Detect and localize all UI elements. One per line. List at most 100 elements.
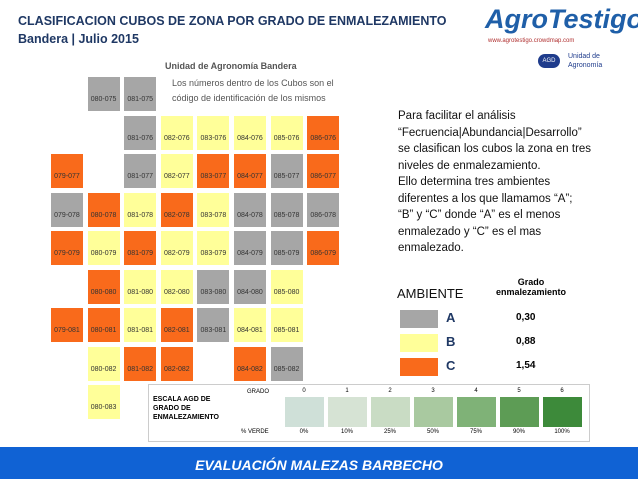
scale-percent: 10% xyxy=(340,429,353,435)
map-title: Unidad de Agronomía Bandera xyxy=(165,61,297,71)
map-cell: 079-077 xyxy=(50,153,84,189)
map-cell: 083-078 xyxy=(196,191,231,228)
map-cell: 081-081 xyxy=(123,307,158,343)
scale-title-1: ESCALA AGD DE xyxy=(153,396,211,403)
map-cell: 079-078 xyxy=(50,191,84,228)
scale-percent: 0% xyxy=(299,429,309,435)
scale-panel xyxy=(328,397,367,427)
scale-grade: 4 xyxy=(474,388,478,394)
badge: AGD xyxy=(538,54,560,68)
scale-grade: 1 xyxy=(345,388,349,394)
scale-grade: 2 xyxy=(388,388,392,394)
map: 080-075 081-075 081-076 082-076 083-076 084-0… xyxy=(50,76,341,420)
map-cell: 085-081 xyxy=(269,307,304,343)
map-cell: 085-079 xyxy=(269,230,304,266)
description: Para facilitar el análisis “Fecruencia|Ab… xyxy=(398,108,591,257)
legend-value: 0,88 xyxy=(516,336,536,347)
description-line: “Fecruencia|Abundancia|Desarrollo” xyxy=(398,126,582,139)
map-cell: 084-078 xyxy=(233,191,267,228)
subtitle: Bandera | Julio 2015 xyxy=(18,32,139,46)
map-cell: 082-080 xyxy=(159,268,194,305)
scale-panel xyxy=(457,397,496,427)
map-cell: 084-081 xyxy=(233,307,267,343)
map-cell: 084-076 xyxy=(233,114,267,151)
title: CLASIFICACION CUBOS DE ZONA POR GRADO DE… xyxy=(18,14,447,28)
map-cell: 085-080 xyxy=(269,268,304,305)
scale-title-2: GRADO DE xyxy=(153,405,191,412)
unit-2: Agronomía xyxy=(568,62,603,69)
legend-label: C xyxy=(446,358,456,373)
map-cell: 081-075 xyxy=(123,76,158,112)
map-cell: 080-079 xyxy=(86,230,121,266)
legend-value: 1,54 xyxy=(516,360,536,371)
map-cell: 082-078 xyxy=(159,191,194,228)
map-cell: 086-079 xyxy=(306,230,341,266)
map-cell: 082-077 xyxy=(159,153,194,189)
logo-url: www.agrotestigo.crowdmap.com xyxy=(488,38,575,44)
description-line: se clasifican los cubos la zona en tres xyxy=(398,143,592,155)
map-cell: 082-081 xyxy=(159,307,194,343)
map-cell: 084-080 xyxy=(233,268,267,305)
map-cell: 084-082 xyxy=(233,345,267,382)
unit-1: Unidad de xyxy=(568,53,600,60)
scale-percent: 100% xyxy=(554,429,570,435)
description-line: “B” y “C” donde “A” es el menos xyxy=(398,209,561,221)
legend-grado-1: Grado xyxy=(517,277,545,287)
map-note-1: Los números dentro de los Cubos son el xyxy=(172,78,334,88)
scale-grade: 6 xyxy=(560,388,564,394)
map-cell: 082-076 xyxy=(159,114,194,151)
legend-grado-2: enmalezamiento xyxy=(495,287,567,297)
map-cell: 081-082 xyxy=(123,345,158,382)
map-cell: 083-081 xyxy=(196,307,231,343)
footer: EVALUACIÓN MALEZAS BARBECHO xyxy=(0,447,638,479)
legend-grado: Grado enmalezamiento xyxy=(486,277,576,297)
description-line: Ello determina tres ambientes xyxy=(398,176,551,188)
scale-grade: 3 xyxy=(431,388,435,394)
map-cell: 083-076 xyxy=(196,114,231,151)
scale-percent: 90% xyxy=(512,429,525,435)
map-cell: 081-076 xyxy=(123,114,158,151)
map-cell: 080-081 xyxy=(86,307,121,343)
scale-panel xyxy=(543,397,582,427)
scale-percent: 25% xyxy=(383,429,396,435)
scale-percent: 75% xyxy=(469,429,482,435)
map-cell: 080-075 xyxy=(86,76,121,112)
map-cell: 082-082 xyxy=(159,345,194,382)
map-cell: 086-076 xyxy=(306,114,341,151)
legend-ambiente: AMBIENTE xyxy=(397,286,464,301)
legend-swatch xyxy=(400,358,438,376)
map-cell: 084-077 xyxy=(233,153,267,189)
scale-title-3: ENMALEZAMIENTO xyxy=(153,414,219,421)
map-cell: 085-078 xyxy=(269,191,304,228)
map-cell: 079-079 xyxy=(50,230,84,266)
map-cell: 085-082 xyxy=(269,345,304,382)
map-cell: 083-079 xyxy=(196,230,231,266)
map-cell: 080-082 xyxy=(86,345,121,382)
scale-panels: 0 0% 1 10% 2 25% 3 50% 4 75% 5 90% 6 100% xyxy=(283,385,585,441)
scale-grade: 0 xyxy=(302,388,306,394)
description-line: enmalezado y “C” es el mas xyxy=(398,225,542,238)
map-cell: 083-077 xyxy=(196,153,231,189)
map-cell: 079-081 xyxy=(50,307,84,343)
scale-panel xyxy=(285,397,324,427)
description-line: diferentes a los que llamamos “A”; xyxy=(398,192,573,205)
description-line: Para facilitar el análisis xyxy=(398,110,516,122)
map-cell: 085-077 xyxy=(269,153,304,189)
map-cell: 080-083 xyxy=(86,384,121,420)
map-cell: 080-078 xyxy=(86,191,121,228)
scale-title: ESCALA AGD DE GRADO DE ENMALEZAMIENTO xyxy=(153,395,219,422)
map-cell: 086-078 xyxy=(306,191,341,228)
map-cell: 080-080 xyxy=(86,268,121,305)
scale-panel xyxy=(414,397,453,427)
legend-swatch xyxy=(400,334,438,352)
legend-value: 0,30 xyxy=(516,312,536,323)
map-cell: 082-079 xyxy=(159,230,194,266)
map-cell: 083-080 xyxy=(196,268,231,305)
description-line: niveles de enmalezamiento. xyxy=(398,159,541,172)
map-cell: 086-077 xyxy=(306,153,341,189)
scale-panel xyxy=(371,397,410,427)
map-cell: 081-079 xyxy=(123,230,158,266)
scale-grade: 5 xyxy=(517,388,521,394)
map-cell: 081-080 xyxy=(123,268,158,305)
map-cell: 081-077 xyxy=(123,153,158,189)
